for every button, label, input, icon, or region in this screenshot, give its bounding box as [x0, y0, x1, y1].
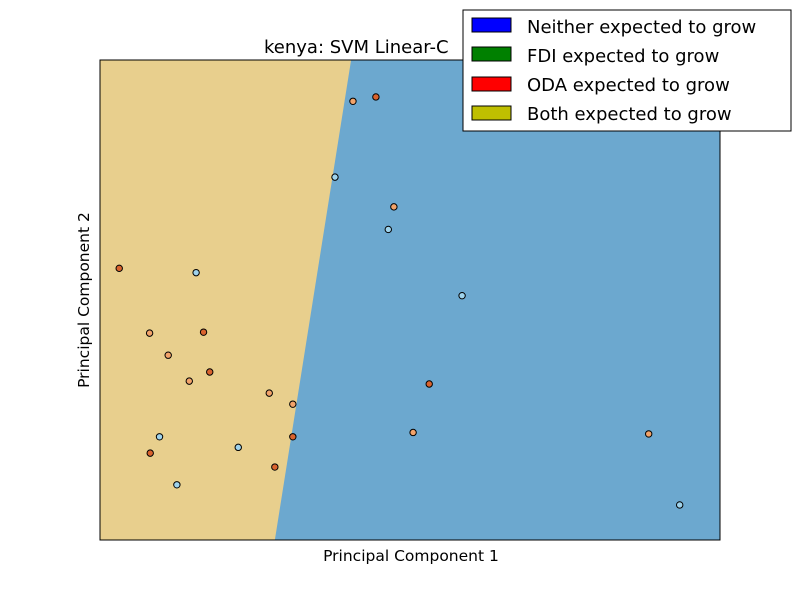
scatter-points [115, 93, 684, 509]
data-point-light-blue-6 [173, 481, 181, 489]
legend-label-fdi: FDI expected to grow [527, 46, 719, 67]
data-point-dark-orange-7 [271, 463, 279, 471]
data-point-dark-orange-4 [425, 380, 433, 388]
data-point-light-blue-2 [384, 225, 392, 234]
legend-swatch-both [471, 105, 512, 121]
data-point-orange-1 [390, 203, 398, 211]
legend-swatch-oda [471, 76, 512, 92]
data-point-light-blue-0 [192, 268, 200, 277]
plot-area [100, 60, 720, 540]
data-point-dark-orange-6 [146, 449, 154, 457]
data-point-orange-2 [145, 329, 154, 337]
legend-entry-neither: Neither expected to grow [471, 17, 756, 38]
chart-title: kenya: SVM Linear-C [264, 37, 449, 58]
data-point-dark-orange-0 [372, 93, 380, 101]
plot-frame [99, 59, 721, 541]
data-point-orange-8 [645, 430, 653, 438]
legend-label-oda: ODA expected to grow [527, 75, 730, 96]
legend-entry-oda: ODA expected to grow [471, 75, 730, 96]
data-point-light-blue-5 [234, 443, 242, 452]
data-point-light-blue-3 [458, 291, 466, 300]
data-point-orange-7 [409, 428, 417, 437]
data-point-light-blue-1 [331, 173, 339, 181]
legend-entry-fdi: FDI expected to grow [471, 46, 719, 67]
data-point-orange-6 [289, 400, 297, 408]
data-point-light-blue-7 [676, 501, 684, 509]
data-point-orange-5 [265, 389, 273, 397]
data-point-orange-0 [349, 97, 357, 105]
data-point-orange-3 [164, 351, 172, 359]
data-point-dark-orange-5 [289, 433, 297, 441]
x-axis-label: Principal Component 1 [323, 547, 499, 565]
decision-region-left [100, 60, 352, 540]
data-point-dark-orange-2 [199, 328, 208, 336]
legend-swatch-neither [471, 17, 512, 33]
data-point-light-blue-4 [155, 433, 164, 441]
legend-label-neither: Neither expected to grow [527, 17, 756, 38]
legend-entry-both: Both expected to grow [471, 104, 732, 125]
legend-box [462, 9, 792, 132]
legend-label-both: Both expected to grow [527, 104, 732, 125]
y-axis-label: Principal Component 2 [75, 212, 93, 388]
legend: Neither expected to grow FDI expected to… [462, 9, 792, 132]
data-point-dark-orange-1 [115, 264, 123, 273]
data-point-dark-orange-3 [206, 368, 214, 376]
data-point-orange-4 [185, 377, 193, 385]
legend-swatch-fdi [471, 46, 512, 62]
